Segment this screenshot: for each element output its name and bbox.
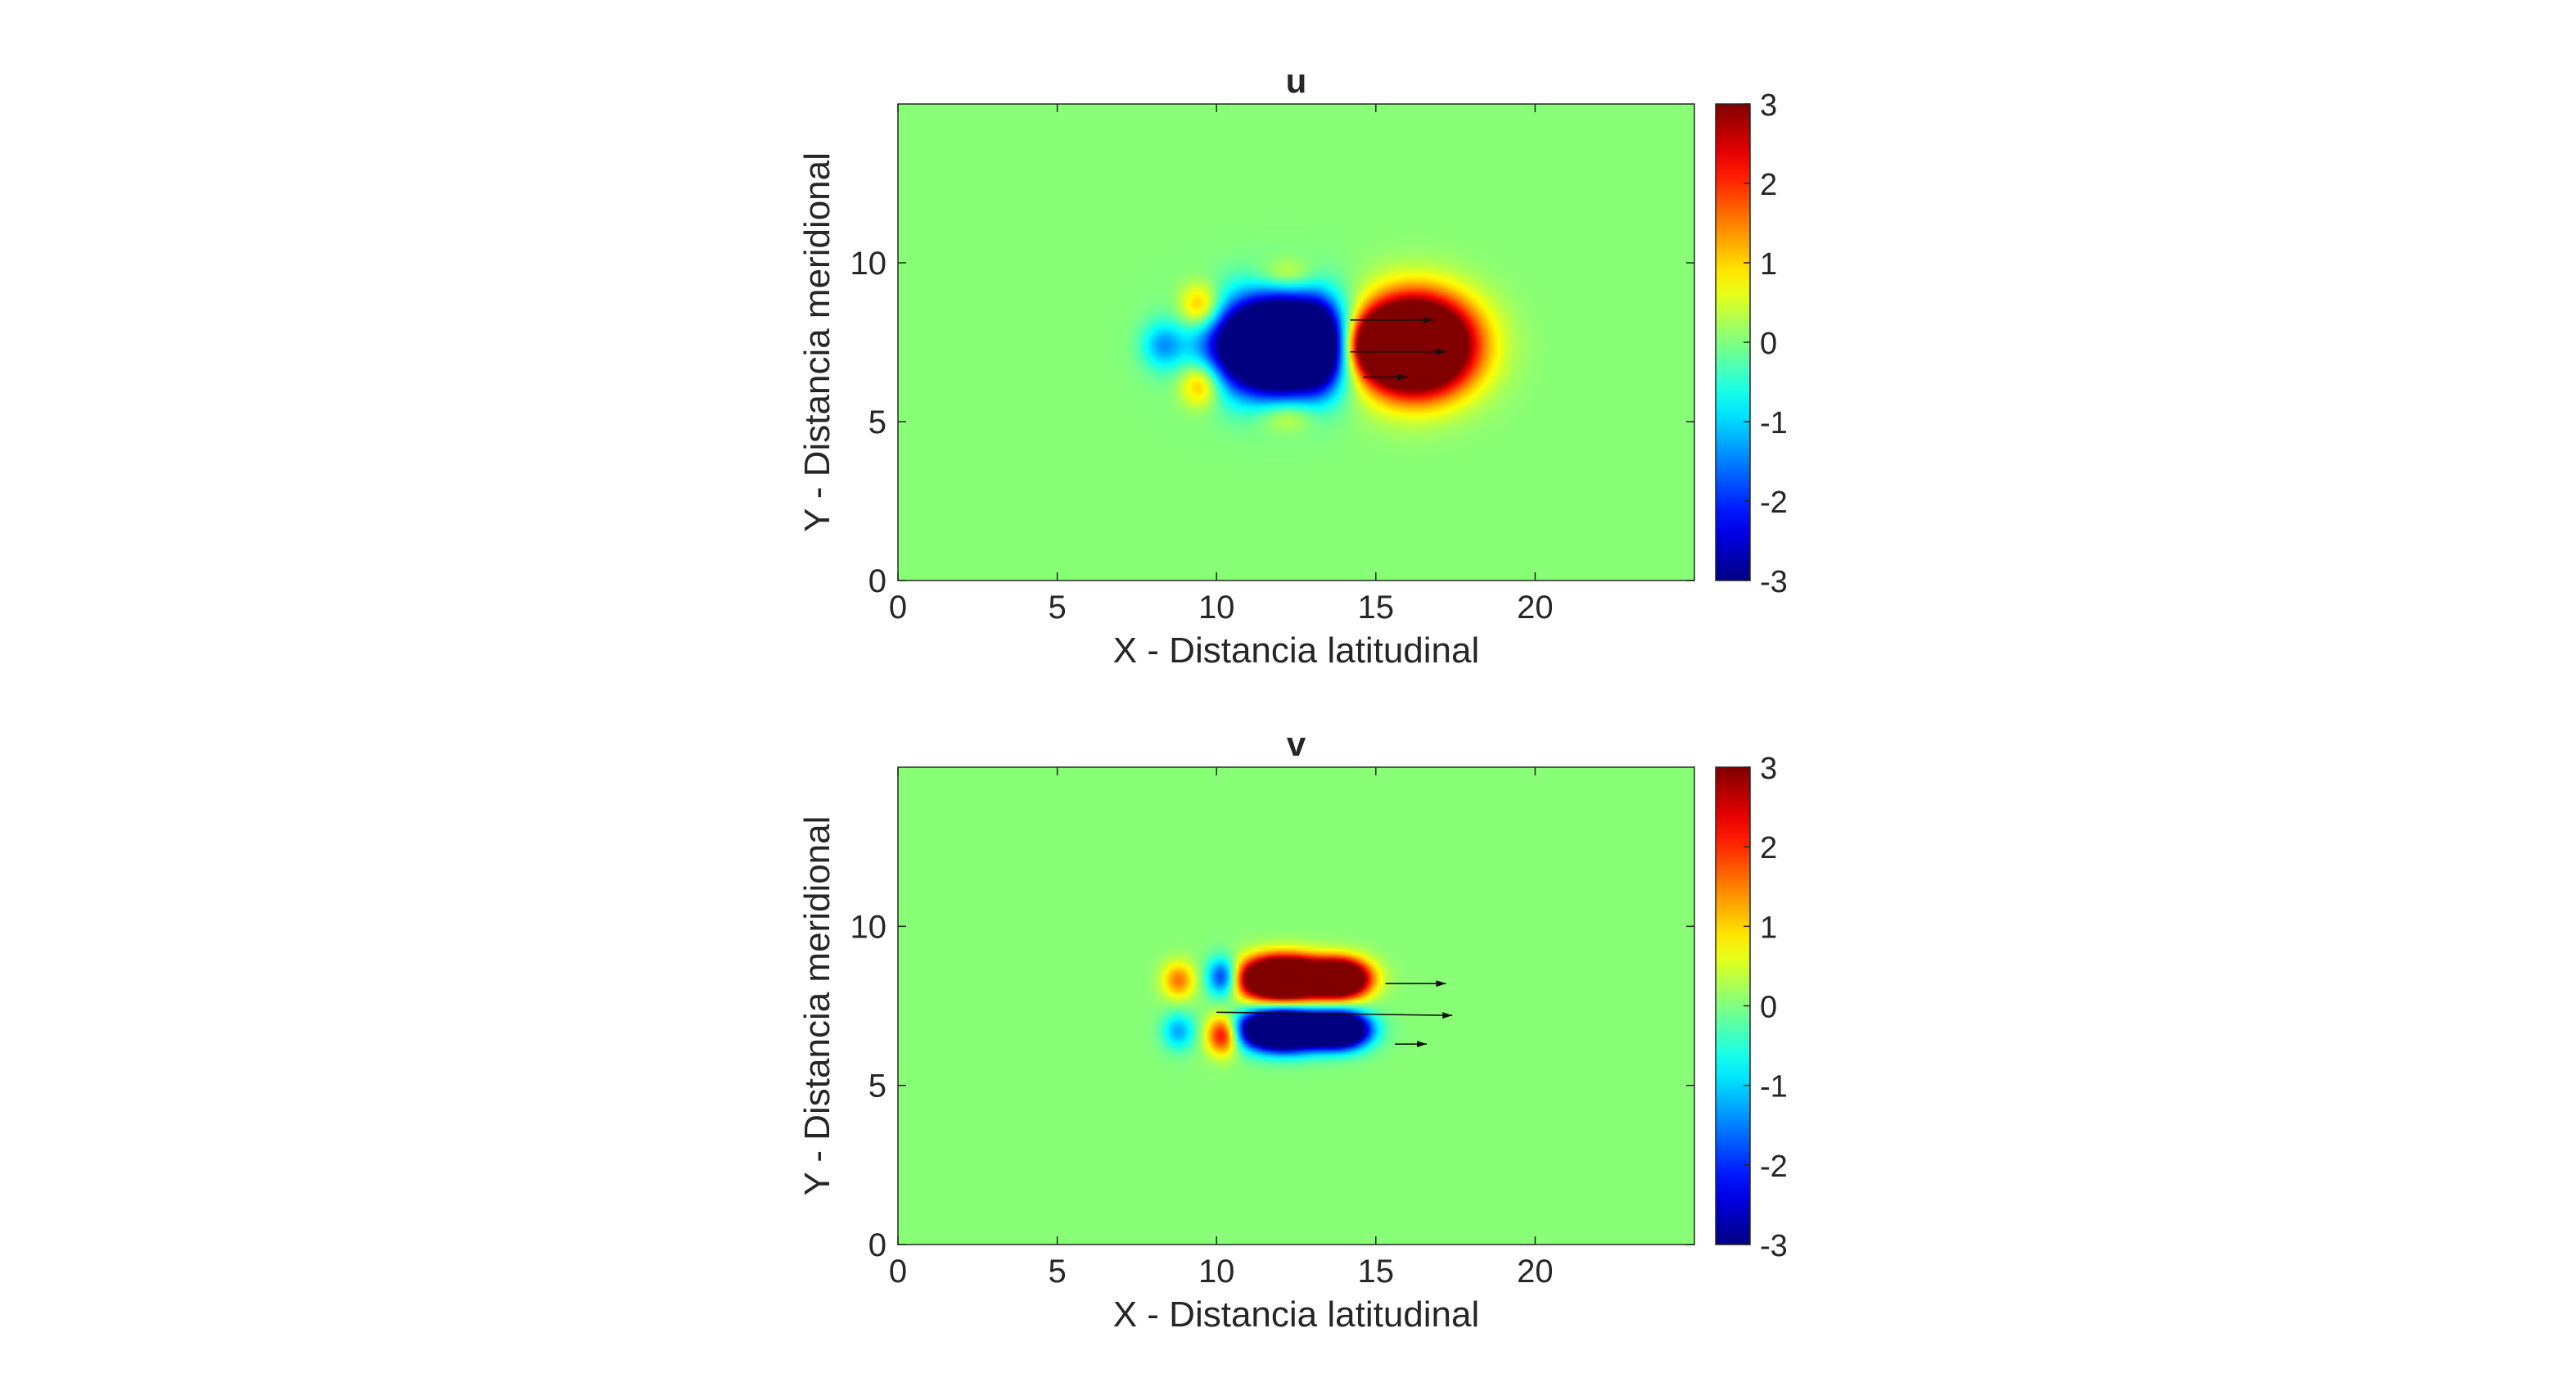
colorbar-tick-label: -3 — [1760, 1229, 1788, 1263]
chart-title: v — [1287, 725, 1306, 763]
x-tick-label: 15 — [1358, 1254, 1395, 1290]
colorbar: 3 2 1 0 -1 -2 -3 — [1715, 752, 1788, 1263]
colorbar-tick-label: -1 — [1760, 406, 1788, 440]
x-tick-label: 5 — [1048, 1254, 1066, 1290]
colorbar-tick-label: 0 — [1760, 327, 1777, 361]
colorbar-tick-label: -2 — [1760, 1150, 1788, 1184]
x-axis-label: X - Distancia latitudinal — [1113, 1294, 1480, 1335]
x-tick-label: 20 — [1517, 1254, 1554, 1290]
colorbar-tick-label: 1 — [1760, 247, 1777, 282]
heatmap-field — [898, 104, 1694, 581]
vector-arrow — [1395, 1041, 1428, 1048]
y-tick-label: 0 — [868, 563, 886, 599]
y-tick-label: 0 — [868, 1227, 886, 1263]
vector-arrow — [1350, 348, 1446, 355]
vector-arrow — [1350, 316, 1433, 323]
colorbar-tick-label: -1 — [1760, 1070, 1788, 1105]
y-axis-label: Y - Distancia meridional — [797, 816, 837, 1196]
colorbar-tick-label: 1 — [1760, 910, 1777, 945]
x-tick-label: 0 — [889, 590, 907, 626]
axes-frame — [897, 103, 1695, 581]
colorbar-tick-label: 3 — [1760, 88, 1777, 123]
y-tick-label: 5 — [868, 404, 886, 440]
colorbar-tick-label: 2 — [1760, 831, 1777, 865]
y-tick-label: 5 — [868, 1068, 886, 1105]
vector-arrow — [1216, 1011, 1453, 1019]
colorbar-tick-label: 0 — [1760, 991, 1777, 1025]
x-tick-label: 5 — [1048, 590, 1066, 626]
colorbar-tick-label: 2 — [1760, 168, 1777, 202]
heatmap-field — [898, 767, 1694, 1245]
axes-frame — [897, 766, 1695, 1245]
colorbar-tick-label: -3 — [1760, 565, 1788, 599]
x-tick-label: 10 — [1198, 590, 1235, 626]
colorbar-tick-label: 3 — [1760, 752, 1777, 786]
x-tick-label: 20 — [1517, 590, 1554, 626]
y-tick-label: 10 — [850, 246, 887, 282]
vector-arrow — [1385, 980, 1446, 987]
y-axis-label: Y - Distancia meridional — [797, 152, 837, 532]
x-tick-label: 10 — [1198, 1254, 1235, 1290]
vector-arrow — [1363, 373, 1408, 381]
x-axis-label: X - Distancia latitudinal — [1113, 630, 1480, 671]
chart-title: u — [1286, 61, 1307, 100]
colorbar: 3 2 1 0 -1 -2 -3 — [1715, 88, 1788, 599]
x-tick-label: 0 — [889, 1254, 907, 1290]
y-tick-label: 10 — [850, 909, 887, 945]
colorbar-tick-label: -2 — [1760, 486, 1788, 520]
x-tick-label: 15 — [1358, 590, 1395, 626]
